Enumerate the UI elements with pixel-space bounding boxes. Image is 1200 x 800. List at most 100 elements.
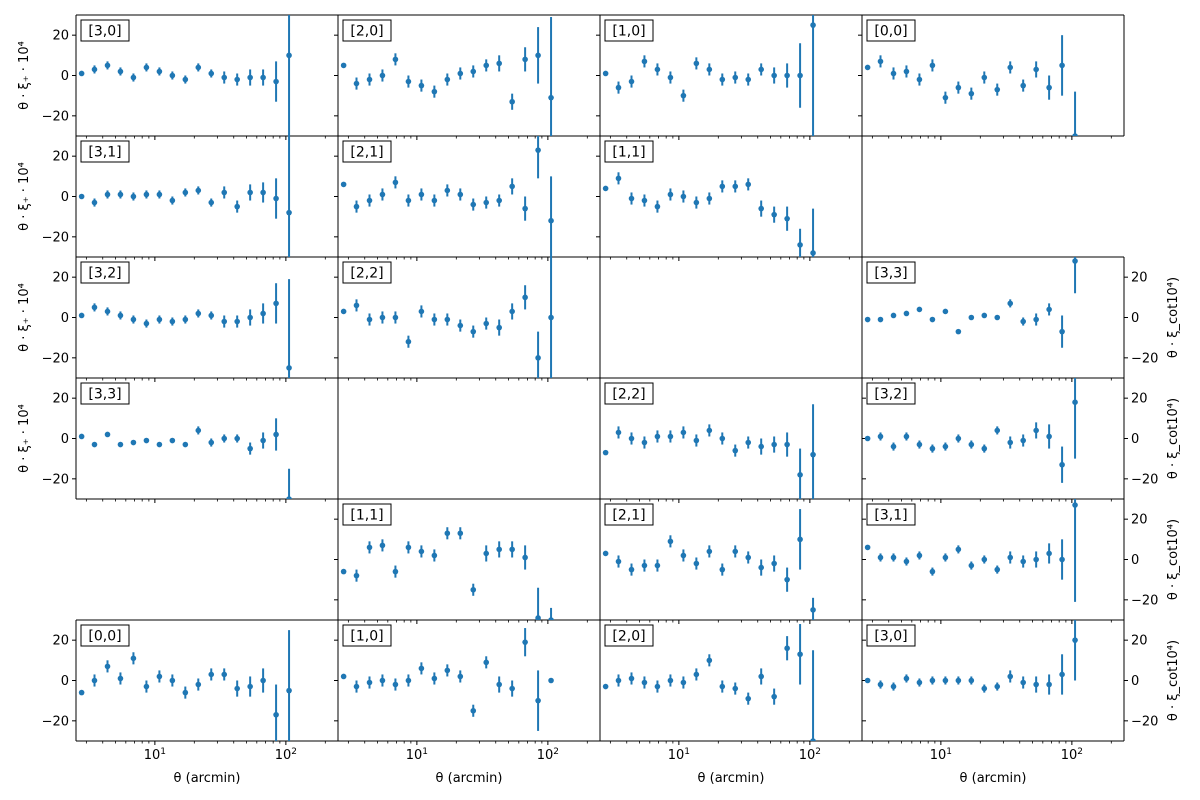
data-point <box>615 84 622 91</box>
data-point <box>156 441 163 448</box>
data-point <box>208 199 215 206</box>
y-tick-label: 20 <box>1131 634 1148 649</box>
y-tick-label: −20 <box>1131 714 1158 729</box>
data-point <box>994 427 1001 434</box>
data-point <box>1033 66 1039 73</box>
data-point <box>1033 316 1039 323</box>
data-point <box>234 435 240 442</box>
y-tick-label: 20 <box>52 150 69 165</box>
data-point <box>1020 318 1026 325</box>
data-point <box>890 70 897 77</box>
y-axis-label-right: θ · ξ_cot10⁴) <box>1166 640 1181 721</box>
series-points <box>340 136 554 257</box>
data-point <box>483 62 490 69</box>
data-point <box>548 617 554 620</box>
data-point <box>273 711 279 718</box>
data-point <box>405 338 412 345</box>
data-point <box>903 310 910 317</box>
data-point <box>890 683 897 690</box>
data-point <box>208 70 215 77</box>
data-point <box>628 195 635 202</box>
data-point <box>353 683 360 690</box>
data-point <box>195 310 202 317</box>
data-point <box>273 78 279 85</box>
series-points <box>78 136 292 257</box>
data-point <box>942 94 949 101</box>
x-tick-label: 101 <box>144 747 166 763</box>
data-point <box>758 673 764 680</box>
data-point <box>771 211 777 218</box>
panel-1-1: [2,1] <box>334 136 588 261</box>
data-point <box>535 615 541 620</box>
y-axis-label-left: θ · ξ₊ · 10⁴ <box>17 162 32 231</box>
data-point <box>1033 681 1039 688</box>
data-point <box>431 316 438 323</box>
data-point <box>641 197 648 204</box>
data-point <box>771 441 777 448</box>
data-point <box>732 183 739 190</box>
data-point <box>104 62 111 69</box>
data-point <box>379 191 386 198</box>
data-point <box>169 72 176 79</box>
data-point <box>91 441 98 448</box>
data-point <box>117 675 124 682</box>
data-point <box>260 437 266 444</box>
data-point <box>117 68 124 75</box>
data-point <box>745 181 752 188</box>
panel-label-text: [2,2] <box>350 266 383 282</box>
data-point <box>758 66 764 73</box>
data-point <box>942 554 949 561</box>
data-point <box>195 187 202 194</box>
data-point <box>1007 64 1014 71</box>
data-point <box>771 560 777 567</box>
data-point <box>745 76 752 83</box>
data-point <box>273 300 279 307</box>
data-point <box>208 671 215 678</box>
data-point <box>903 675 910 682</box>
data-point <box>719 566 726 573</box>
data-point <box>654 66 661 73</box>
data-point <box>877 433 884 440</box>
data-point <box>745 695 752 702</box>
panel-label-text: [2,1] <box>350 145 383 161</box>
data-point <box>535 52 541 59</box>
data-point <box>182 189 189 196</box>
panel-label-text: [1,1] <box>612 145 645 161</box>
data-point <box>1046 550 1052 557</box>
data-point <box>143 437 150 444</box>
data-point <box>156 673 163 680</box>
data-point <box>470 68 477 75</box>
panel-label: [1,0] <box>604 19 654 42</box>
x-tick-label: 101 <box>668 747 690 763</box>
y-tick-label: 0 <box>1131 553 1139 568</box>
data-point <box>628 675 635 682</box>
panel-5-0: 20 0 −20 [0,0] <box>42 624 326 745</box>
data-point <box>1020 437 1026 444</box>
data-point <box>810 738 816 741</box>
data-point <box>1072 502 1078 508</box>
y-tick-label: 20 <box>1131 271 1148 286</box>
data-point <box>444 187 451 194</box>
series-points <box>340 628 554 731</box>
data-point <box>104 663 111 670</box>
data-point <box>680 429 687 436</box>
data-point <box>1007 673 1014 680</box>
data-point <box>732 74 739 81</box>
data-point <box>955 328 962 335</box>
x-tick-label: 102 <box>1061 747 1083 763</box>
data-point <box>1059 328 1065 335</box>
data-point <box>522 294 528 301</box>
data-point <box>602 185 609 192</box>
data-point <box>955 546 962 553</box>
data-point <box>509 546 515 553</box>
panel-label: [1,1] <box>604 140 654 163</box>
panel-label-text: [3,0] <box>88 24 121 40</box>
data-point <box>784 576 790 583</box>
data-point <box>91 304 98 311</box>
data-point <box>968 90 975 97</box>
panel-label-text: [1,0] <box>350 629 383 645</box>
data-point <box>602 683 609 690</box>
data-point <box>641 58 648 65</box>
y-tick-label: −20 <box>42 714 69 729</box>
data-point <box>535 355 541 361</box>
